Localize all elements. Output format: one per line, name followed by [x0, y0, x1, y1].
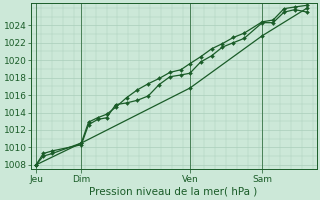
- X-axis label: Pression niveau de la mer( hPa ): Pression niveau de la mer( hPa ): [90, 187, 258, 197]
